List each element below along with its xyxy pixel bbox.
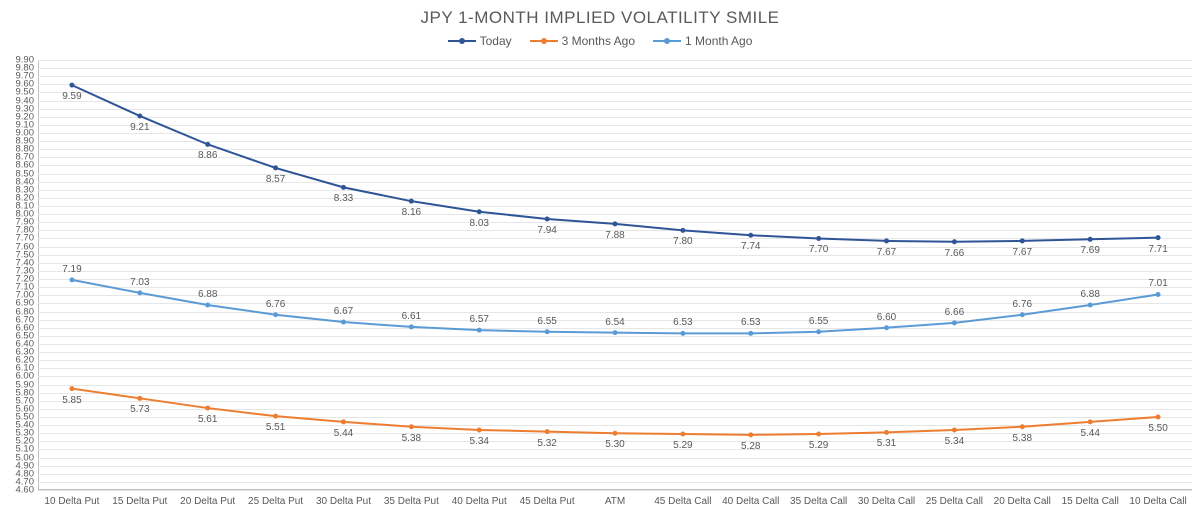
x-tick-label: 10 Delta Put xyxy=(44,496,99,507)
x-tick-label: 15 Delta Put xyxy=(112,496,167,507)
chart-title: JPY 1-MONTH IMPLIED VOLATILITY SMILE xyxy=(0,0,1200,28)
legend-label: 1 Month Ago xyxy=(685,34,752,48)
x-tick-label: 15 Delta Call xyxy=(1062,496,1119,507)
legend-marker xyxy=(448,36,476,46)
legend-label: 3 Months Ago xyxy=(562,34,635,48)
y-tick-label: 9.90 xyxy=(16,55,35,66)
legend-item: 3 Months Ago xyxy=(530,34,635,48)
x-tick-label: 45 Delta Put xyxy=(520,496,575,507)
x-tick-label: 25 Delta Put xyxy=(248,496,303,507)
legend-label: Today xyxy=(480,34,512,48)
x-tick-label: 35 Delta Put xyxy=(384,496,439,507)
series-2 xyxy=(38,60,1192,490)
legend-marker xyxy=(530,36,558,46)
x-tick-label: 45 Delta Call xyxy=(654,496,711,507)
legend-marker xyxy=(653,36,681,46)
vol-smile-chart: JPY 1-MONTH IMPLIED VOLATILITY SMILE Tod… xyxy=(0,0,1200,518)
x-tick-label: 20 Delta Call xyxy=(994,496,1051,507)
x-tick-label: 40 Delta Call xyxy=(722,496,779,507)
chart-legend: Today 3 Months Ago 1 Month Ago xyxy=(0,34,1200,48)
x-tick-label: 25 Delta Call xyxy=(926,496,983,507)
legend-item: 1 Month Ago xyxy=(653,34,752,48)
x-tick-label: 10 Delta Call xyxy=(1129,496,1186,507)
x-tick-label: 20 Delta Put xyxy=(180,496,235,507)
x-tick-label: 30 Delta Put xyxy=(316,496,371,507)
x-tick-label: 30 Delta Call xyxy=(858,496,915,507)
x-axis: 10 Delta Put 15 Delta Put 20 Delta Put 25 D… xyxy=(38,490,1192,518)
x-tick-label: 40 Delta Put xyxy=(452,496,507,507)
x-tick-label: ATM xyxy=(605,496,625,507)
legend-item: Today xyxy=(448,34,512,48)
plot-area: 9.599.218.868.578.338.168.037.947.887.80… xyxy=(38,60,1192,490)
x-tick-label: 35 Delta Call xyxy=(790,496,847,507)
y-axis: 4.604.704.804.905.005.105.205.305.405.50… xyxy=(0,60,38,490)
